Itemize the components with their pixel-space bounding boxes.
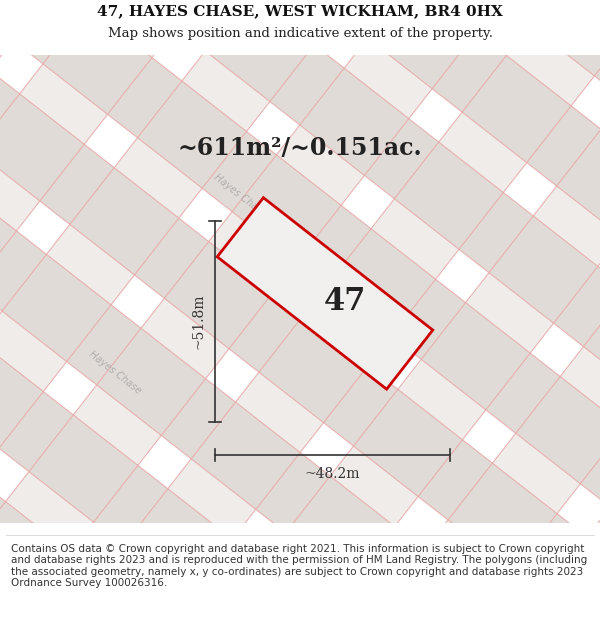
Polygon shape: [0, 0, 562, 625]
Polygon shape: [322, 168, 600, 625]
Polygon shape: [0, 200, 508, 625]
Text: Hayes Chase: Hayes Chase: [212, 172, 268, 219]
Polygon shape: [0, 27, 600, 625]
Polygon shape: [0, 287, 440, 625]
Polygon shape: [92, 0, 600, 378]
Polygon shape: [0, 0, 89, 262]
Text: ~51.8m: ~51.8m: [191, 294, 205, 349]
Polygon shape: [217, 198, 433, 389]
Polygon shape: [38, 0, 600, 625]
Polygon shape: [25, 0, 600, 464]
Text: ~48.2m: ~48.2m: [305, 467, 360, 481]
Polygon shape: [0, 0, 600, 551]
Polygon shape: [0, 373, 372, 625]
Polygon shape: [227, 94, 600, 625]
Text: Map shows position and indicative extent of the property.: Map shows position and indicative extent…: [107, 28, 493, 40]
Polygon shape: [416, 241, 600, 625]
Polygon shape: [0, 547, 236, 625]
Polygon shape: [160, 0, 600, 291]
Polygon shape: [364, 0, 600, 31]
Polygon shape: [133, 20, 600, 625]
Polygon shape: [511, 315, 600, 625]
Text: Contains OS data © Crown copyright and database right 2021. This information is : Contains OS data © Crown copyright and d…: [11, 544, 587, 588]
Polygon shape: [0, 0, 467, 558]
Polygon shape: [0, 0, 373, 484]
Polygon shape: [0, 0, 184, 336]
Text: ~611m²/~0.151ac.: ~611m²/~0.151ac.: [178, 136, 422, 161]
Polygon shape: [0, 460, 304, 625]
Text: Hayes Chase: Hayes Chase: [87, 349, 143, 396]
Polygon shape: [0, 0, 278, 410]
Polygon shape: [228, 0, 600, 204]
Text: 47, HAYES CHASE, WEST WICKHAM, BR4 0HX: 47, HAYES CHASE, WEST WICKHAM, BR4 0HX: [97, 4, 503, 18]
Polygon shape: [296, 0, 600, 118]
Text: 47: 47: [324, 286, 366, 317]
Polygon shape: [0, 113, 575, 625]
